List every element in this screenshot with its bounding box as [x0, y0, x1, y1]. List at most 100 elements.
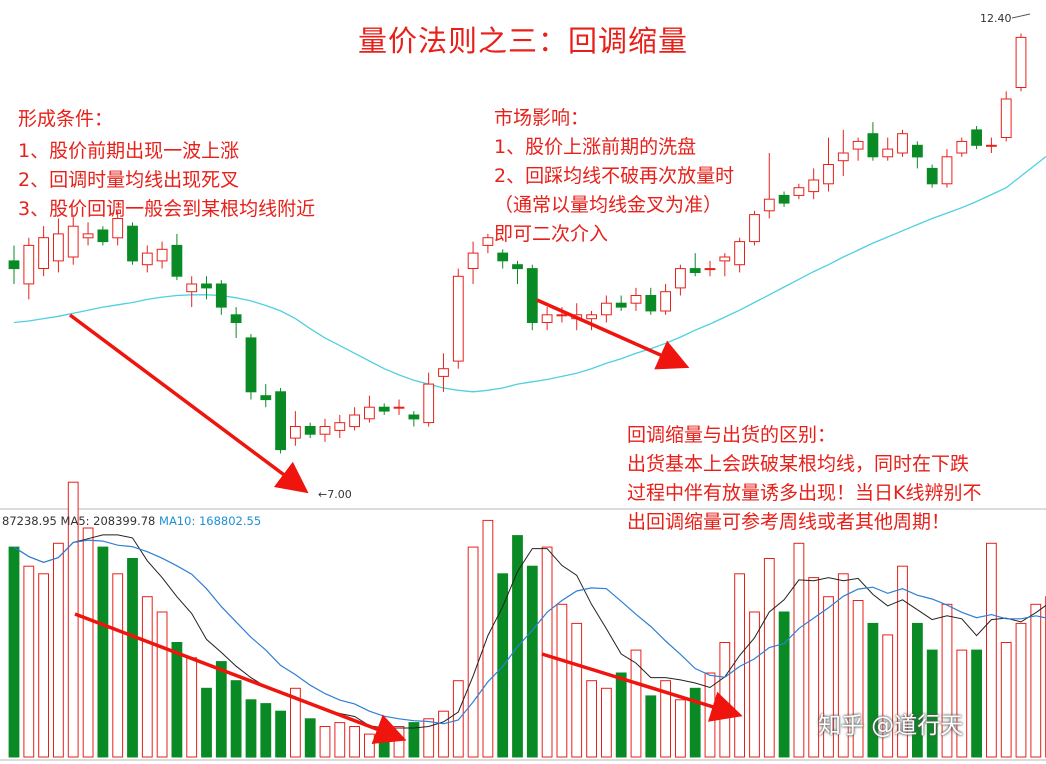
- candle-body: [897, 133, 908, 154]
- volume-value: 87238.95: [2, 514, 57, 528]
- volume-bar: [571, 622, 583, 758]
- candle-body: [852, 140, 864, 150]
- difference-item-1: 出货基本上会跌破某根均线，同时在下跌: [627, 453, 970, 475]
- volume-bar: [275, 710, 287, 758]
- candle-body: [541, 314, 553, 323]
- volume-bar: [837, 573, 849, 758]
- volume-bar: [186, 657, 198, 758]
- candle-body: [808, 179, 820, 193]
- down-arrow-price-2: [536, 298, 690, 370]
- candle-body: [986, 144, 997, 147]
- market-item-1: 1、股价上涨前期的洗盘: [494, 136, 697, 158]
- volume-bar: [230, 680, 242, 758]
- volume-bar: [467, 546, 479, 758]
- formation-title: 形成条件：: [18, 108, 114, 130]
- candle-body: [245, 337, 257, 393]
- price-ma-line: [13, 155, 1046, 393]
- candle-body: [186, 283, 198, 293]
- candle-body: [393, 406, 405, 409]
- candle-body: [912, 144, 923, 158]
- candle-body: [53, 233, 64, 262]
- down-arrow-price-1: [68, 313, 309, 494]
- formation-item-3: 3、股价回调一般会到某根均线附近: [18, 198, 316, 220]
- difference-title: 回调缩量与出货的区别：: [627, 424, 837, 446]
- volume-bar: [201, 687, 212, 758]
- min-price-label: ←7.00: [318, 488, 352, 501]
- formation-item-2: 2、回调时量均线出现死叉: [18, 169, 240, 191]
- volume-bar: [912, 622, 923, 758]
- candle-body: [837, 152, 849, 162]
- market-item-3: （通常以量均线金叉为准）: [494, 194, 723, 216]
- candle-body: [423, 383, 435, 424]
- down-arrow-volume-2: [541, 652, 743, 722]
- candle-body: [156, 248, 168, 262]
- volume-bar: [141, 596, 153, 758]
- candle-body: [38, 237, 50, 269]
- volume-bar: [986, 542, 997, 758]
- volume-bar: [408, 722, 420, 758]
- volume-bar: [364, 733, 375, 758]
- volume-bar: [349, 726, 361, 758]
- candle-body: [408, 414, 420, 420]
- volume-bar: [215, 661, 227, 758]
- volume-bar: [482, 519, 494, 758]
- max-price-label: 12.40: [980, 12, 1012, 25]
- candle-body: [586, 314, 598, 320]
- market-title: 市场影响：: [494, 107, 590, 129]
- volume-bar: [586, 680, 598, 758]
- volume-bar: [630, 649, 642, 758]
- volume-bar: [97, 546, 109, 758]
- volume-bar: [1015, 622, 1027, 758]
- volume-bar: [334, 722, 346, 758]
- watermark: 知乎 @道行天: [818, 713, 964, 739]
- candle-body: [482, 237, 494, 246]
- volume-bar: [808, 577, 820, 758]
- ma10-value: MA10: 168802.55: [159, 514, 262, 528]
- volume-bar: [763, 558, 775, 758]
- volume-bar: [823, 596, 834, 758]
- candle-body: [141, 252, 153, 266]
- volume-bar: [793, 542, 805, 758]
- candle-body: [97, 229, 109, 243]
- candle-body: [349, 414, 361, 428]
- volume-bar: [497, 573, 509, 758]
- volume-bar: [867, 622, 879, 758]
- volume-bar: [675, 699, 686, 758]
- candle-body: [749, 214, 760, 243]
- candle-body: [171, 244, 183, 277]
- candle-body: [704, 268, 716, 271]
- volume-bar: [245, 699, 257, 758]
- candle-body: [497, 252, 509, 262]
- volume-bar: [127, 558, 138, 758]
- candle-body: [275, 391, 287, 451]
- candle-body: [467, 252, 479, 270]
- trend-arrows-layer: [68, 298, 743, 744]
- volume-bar: [38, 573, 50, 758]
- candle-body: [556, 314, 568, 317]
- candle-body: [882, 148, 894, 158]
- candle-body: [452, 275, 464, 362]
- candle-body: [956, 140, 968, 154]
- candle-body: [823, 164, 834, 185]
- candle-body: [941, 156, 953, 185]
- candle-body: [378, 406, 390, 412]
- candle-body: [630, 295, 642, 304]
- candle-body: [230, 314, 242, 323]
- volume-bar: [319, 726, 331, 758]
- candle-body: [675, 268, 686, 289]
- candle-body: [67, 225, 79, 258]
- candle-body: [112, 218, 124, 239]
- price-ma-layer: [13, 155, 1046, 393]
- volume-bar: [541, 546, 553, 758]
- volume-bar: [260, 703, 272, 758]
- volume-bar: [23, 565, 35, 758]
- volume-bar: [82, 527, 94, 758]
- formation-item-1: 1、股价前期出现一波上涨: [18, 140, 240, 162]
- candle-body: [689, 268, 701, 274]
- volume-bar: [452, 680, 464, 758]
- volume-indicator-readout: 87238.95 MA5: 208399.78 MA10: 168802.55: [2, 514, 261, 528]
- volume-bar: [67, 481, 79, 758]
- market-item-4: 即可二次介入: [494, 223, 609, 245]
- volume-bar: [645, 695, 657, 758]
